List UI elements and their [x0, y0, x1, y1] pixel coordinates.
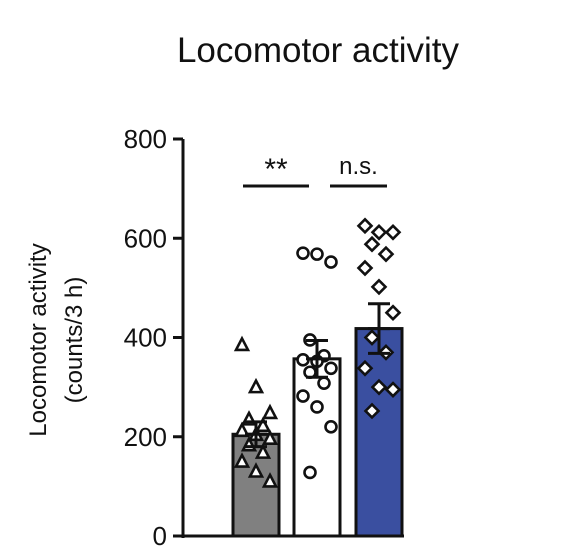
- data-point-diamond: [384, 381, 402, 398]
- chart-title: Locomotor activity: [177, 31, 460, 70]
- data-point-triangle: [233, 335, 251, 352]
- data-point-circle: [296, 389, 310, 403]
- data-point-diamond: [363, 329, 381, 346]
- y-axis-label-line1: Locomotor activity: [25, 243, 52, 436]
- data-point-diamond: [370, 223, 388, 241]
- significance-annotations: ** n.s.: [243, 153, 387, 188]
- data-point-triangle: [247, 377, 265, 394]
- error-bars: [245, 302, 390, 449]
- data-point-diamond: [370, 278, 388, 296]
- y-tick-label: 400: [124, 323, 167, 353]
- data-points: [233, 217, 402, 488]
- data-point-circle: [310, 400, 324, 414]
- data-point-diamond: [356, 259, 374, 277]
- data-point-triangle: [261, 429, 279, 446]
- data-point-circle: [324, 361, 338, 376]
- data-point-circle: [296, 246, 310, 260]
- y-tick-label: 800: [124, 124, 167, 154]
- data-point-diamond: [370, 378, 388, 396]
- data-point-diamond: [384, 304, 402, 322]
- data-point-circle: [310, 247, 324, 261]
- data-point-diamond: [356, 217, 374, 235]
- data-point-triangle: [261, 403, 279, 420]
- data-point-triangle: [254, 443, 272, 459]
- y-tick-label: 0: [153, 521, 167, 551]
- data-point-diamond: [363, 402, 381, 420]
- data-point-circle: [324, 420, 338, 434]
- data-point-circle: [303, 465, 317, 480]
- data-point-triangle: [254, 416, 272, 433]
- data-point-triangle: [247, 462, 265, 478]
- data-point-triangle: [261, 472, 279, 488]
- data-point-diamond: [356, 359, 374, 377]
- y-tick-label: 200: [124, 422, 167, 452]
- data-point-diamond: [384, 223, 402, 241]
- significance-label: **: [264, 153, 288, 186]
- y-tick-label: 600: [124, 223, 167, 253]
- data-point-diamond: [363, 235, 381, 253]
- y-axis: 0 200 400 600 800: [124, 124, 404, 551]
- data-point-triangle: [233, 452, 251, 468]
- bar-3: [354, 327, 404, 538]
- bar-2: [292, 357, 342, 538]
- data-point-circle: [324, 255, 338, 269]
- data-point-diamond: [377, 245, 395, 263]
- y-axis-label-line2: (counts/3 h): [61, 277, 88, 404]
- data-point-circle: [317, 376, 331, 390]
- significance-label: n.s.: [339, 153, 378, 180]
